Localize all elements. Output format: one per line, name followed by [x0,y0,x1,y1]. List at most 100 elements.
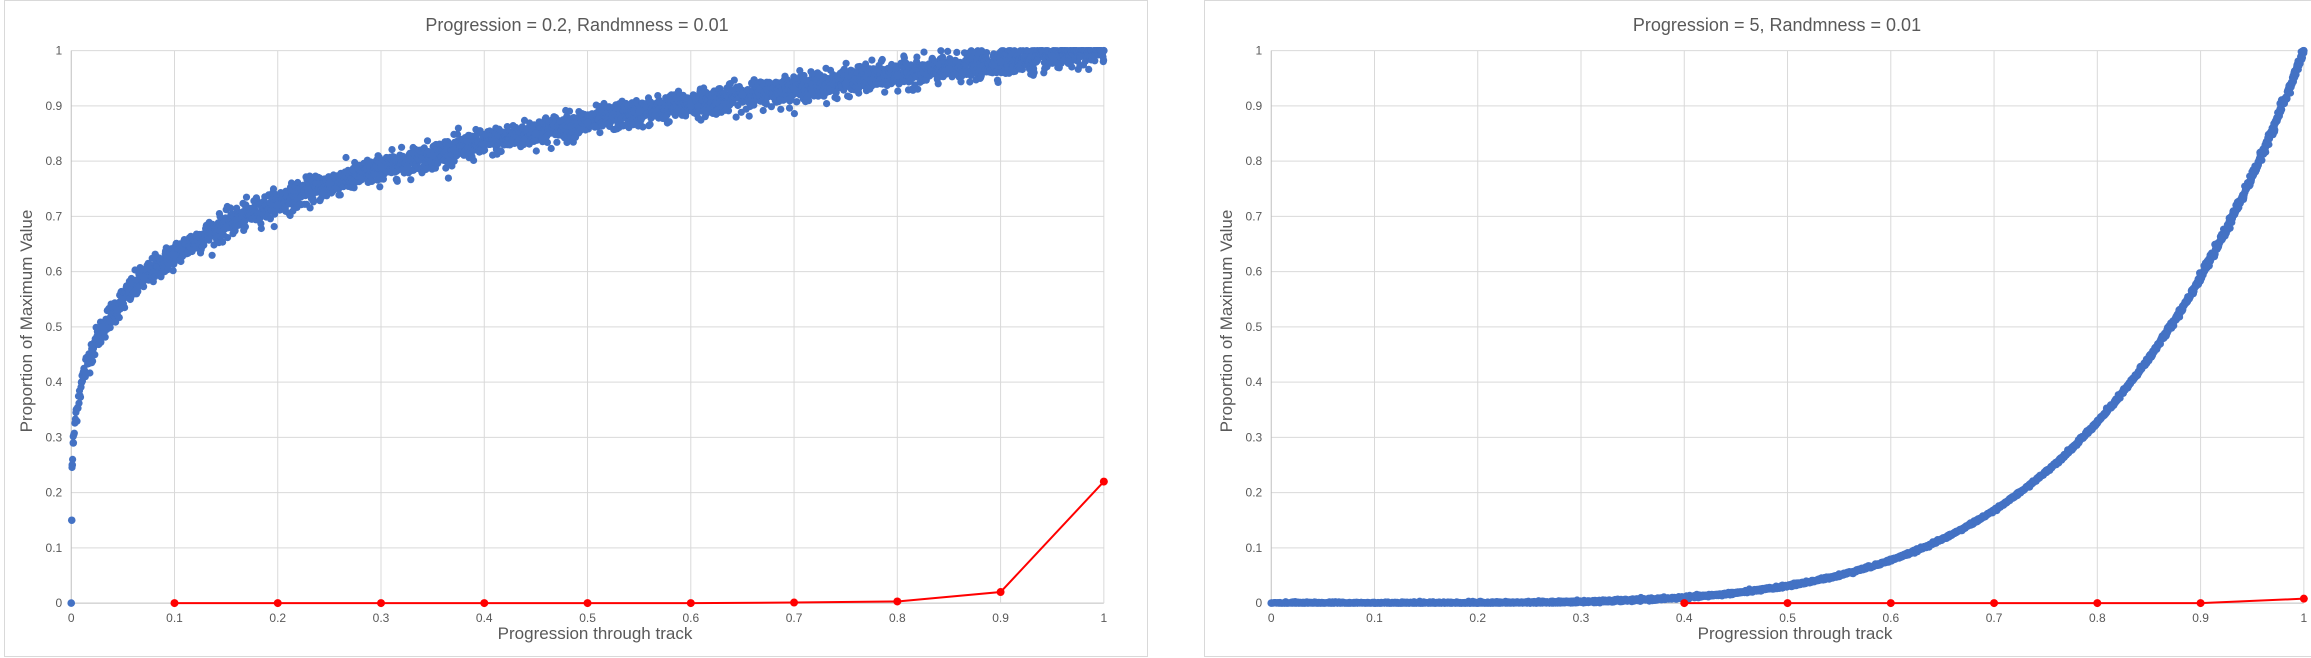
series-marker [997,588,1005,596]
scatter-point [271,223,278,230]
chart-panel-right: Progression = 5, Randmness = 0.01 Progre… [1204,0,2311,657]
y-tick-label: 0.1 [46,541,63,555]
y-tick-label: 0.6 [1246,265,1263,279]
scatter-point [470,157,477,164]
scatter-point [102,334,109,341]
x-tick-label: 0.3 [1573,611,1590,625]
y-tick-label: 0 [56,596,63,610]
scatter-point [548,145,555,152]
scatter-point [532,130,540,138]
scatter-point [913,54,920,61]
scatter-point [445,175,452,182]
scatter-point [86,369,93,376]
scatter-point [843,60,850,67]
scatter-point [69,439,77,447]
scatter-point [731,77,738,84]
y-tick-label: 0.7 [1246,209,1263,223]
y-tick-label: 0.9 [46,99,63,113]
series-line [174,482,1103,604]
series-marker [377,599,385,607]
x-tick-label: 0.7 [786,611,803,625]
x-tick-label: 0.9 [992,611,1009,625]
scatter-point [243,194,250,201]
scatter-point [171,251,179,259]
scatter-point [429,152,437,160]
scatter-point [544,139,551,146]
scatter-point [1100,57,1107,64]
scatter-point [983,49,990,56]
scatter-point [533,147,540,154]
y-tick-label: 0.3 [46,430,63,444]
scatter-point [75,400,82,407]
series-marker [274,599,282,607]
scatter-point [953,49,960,56]
y-tick-label: 0.3 [1246,430,1263,444]
y-tick-label: 0.5 [46,320,63,334]
x-tick-label: 1 [1100,611,1107,625]
scatter-point [881,89,888,96]
x-tick-label: 0.7 [1986,611,2003,625]
y-tick-label: 0.9 [1246,99,1263,113]
gridlines [1271,51,2304,603]
scatter-point [966,78,973,85]
series-marker [584,599,592,607]
scatter-point [760,107,767,114]
scatter-point [170,267,177,274]
y-tick-label: 1 [56,44,63,58]
scatter-point [746,113,753,120]
scatter-point [1100,47,1108,55]
scatter-point [823,100,830,107]
scatter-point [73,418,80,425]
x-tick-label: 0.8 [2089,611,2106,625]
scatter-point [455,125,462,132]
scatter-point [140,273,148,281]
y-tick-label: 0.2 [46,486,63,500]
scatter-point [326,179,334,187]
scatter-point [894,72,902,80]
chart-right-svg: Progression = 5, Randmness = 0.01 Progre… [1205,1,2311,658]
scatter-point [388,146,395,153]
x-tick-label: 0.2 [269,611,286,625]
scatter-point [937,47,944,54]
scatter-point [1031,69,1038,76]
x-tick-label: 0.4 [1676,611,1693,625]
y-tick-label: 0.2 [1246,486,1263,500]
scatter-point [995,79,1002,86]
scatter-point [790,86,798,94]
chart-panel-left: Progression = 0.2, Randmness = 0.01 Prog… [4,0,1148,657]
x-tick-label: 0.6 [1882,611,1899,625]
y-tick-label: 0.1 [1246,541,1263,555]
y-tick-label: 0.8 [1246,154,1263,168]
scatter-point [222,224,230,232]
y-tick-label: 0.4 [1246,375,1263,389]
x-axis-title: Progression through track [498,624,693,643]
scatter-point [376,183,383,190]
scatter-point [666,118,673,125]
scatter-point [121,304,128,311]
chart-title: Progression = 5, Randmness = 0.01 [1633,15,1921,35]
gridlines [71,51,1104,603]
x-tick-label: 0.2 [1469,611,1486,625]
scatter-point [920,49,927,56]
x-tick-label: 0.5 [1779,611,1796,625]
scatter-point [407,176,414,183]
scatter-point [553,139,560,146]
scatter-point [647,121,654,128]
scatter-point [687,102,695,110]
scatter-point [68,461,76,469]
x-axis-title: Progression through track [1698,624,1893,643]
y-tick-label: 1 [1256,44,1263,58]
x-tick-label: 0 [1268,611,1275,625]
scatter-point [566,108,573,115]
scatter-point [398,144,405,151]
scatter-point [596,129,603,136]
scatter-point [791,110,798,117]
scatter-point [480,141,488,149]
x-tick-label: 1 [2300,611,2307,625]
scatter-point [78,378,86,386]
y-axis-title: Proportion of Maximum Value [1217,210,1236,433]
scatter-point [945,65,953,73]
scatter-point [834,95,841,102]
scatter-point [1048,52,1056,60]
scatter-point [394,178,401,185]
